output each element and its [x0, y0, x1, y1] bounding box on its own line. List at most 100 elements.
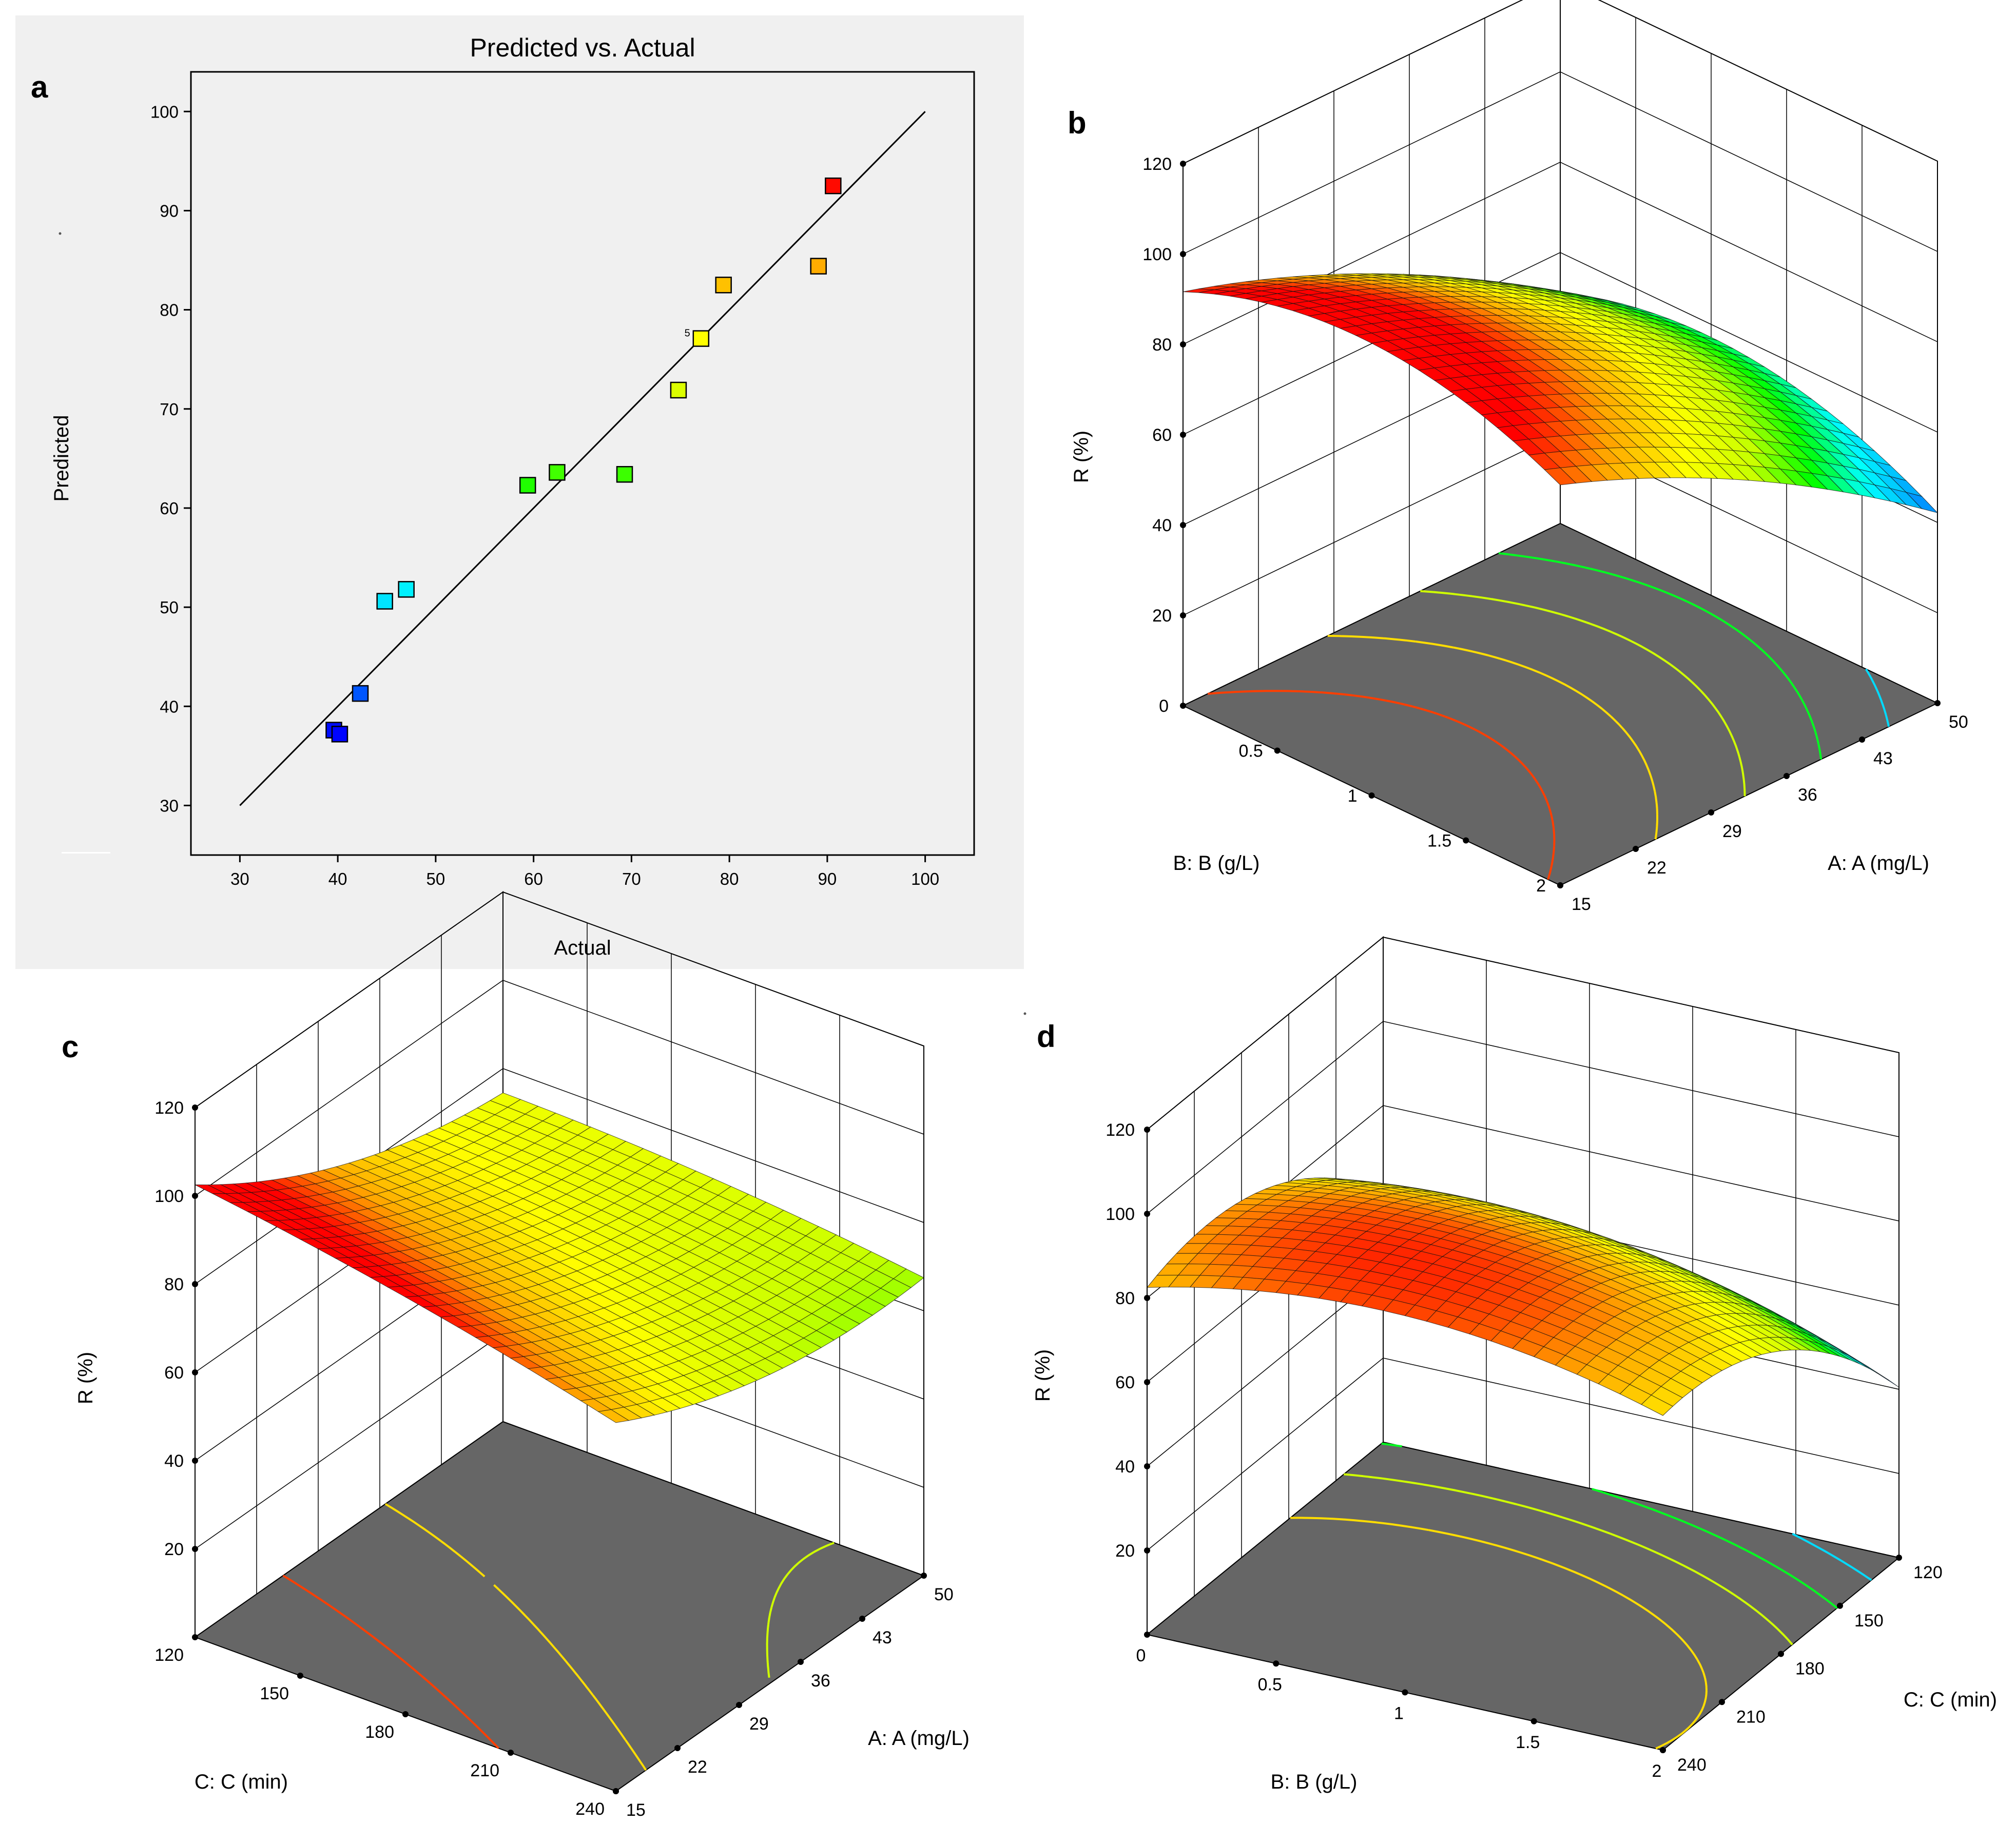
x-axis-tick-label: 43: [873, 1628, 892, 1647]
y-axis-tick-label: 1: [1348, 786, 1358, 806]
y-axis-tick-mark: [1660, 1747, 1666, 1753]
x-axis-tick-label: 120: [1913, 1563, 1943, 1582]
x-axis-tick-label: 29: [1722, 822, 1742, 841]
z-tick-label: 120: [1142, 154, 1172, 174]
panel-a-predicted-vs-actual: a Predicted vs. Actual Actual Predicted …: [15, 15, 1024, 969]
panel-a-plot-frame: [190, 71, 975, 856]
z-tick-label: 80: [1152, 335, 1172, 355]
surface-patch: [1641, 1394, 1674, 1416]
data-point: [331, 726, 348, 743]
wall-gridline: [1147, 1021, 1899, 1214]
y-axis-tick-label: 1.5: [1427, 831, 1451, 851]
y-axis-tick-mark: [1463, 837, 1469, 844]
z-tick-mark: [1180, 432, 1186, 438]
wall-gridline: [1147, 1357, 1899, 1551]
response-surface-mesh: [1146, 1177, 1899, 1416]
y-axis-title: C: C (min): [195, 1771, 288, 1793]
y-tick-label: 80: [160, 301, 179, 320]
z-tick-mark: [1144, 1463, 1150, 1469]
x-axis-tick-label: 210: [1736, 1707, 1766, 1727]
y-axis-tick-label: 0: [1136, 1646, 1146, 1665]
y-tick-label: 70: [160, 400, 179, 419]
surface-patch: [1544, 467, 1577, 486]
z-tick-mark: [1180, 251, 1186, 257]
x-axis-tick-label: 22: [1647, 858, 1666, 878]
floor-contour-line: [1381, 1442, 1838, 1609]
y-axis-tick-label: 1: [1394, 1704, 1404, 1723]
floor-contour-line: [1792, 1533, 1873, 1581]
data-point: [519, 477, 536, 494]
x-tick-label: 50: [427, 869, 445, 888]
z-tick-label: 120: [154, 1098, 184, 1118]
y-axis-tick-mark: [613, 1788, 619, 1794]
panel-c-label: c: [62, 1030, 79, 1064]
x-tick-label: 30: [230, 869, 249, 888]
z-tick-label: 20: [1115, 1541, 1135, 1561]
data-point: [549, 464, 566, 481]
x-tick-label: 80: [720, 869, 739, 888]
x-axis-tick-mark: [798, 1659, 804, 1665]
z-tick-mark: [1180, 612, 1186, 618]
y-axis-tick-label: 0.5: [1258, 1675, 1282, 1694]
y-axis-tick-mark: [1402, 1689, 1408, 1696]
y-axis-tick-label: 2: [1536, 876, 1546, 896]
floor-plane: [1146, 1441, 1901, 1751]
x-axis-title: C: C (min): [1904, 1689, 1997, 1711]
z-tick-mark: [1180, 161, 1186, 167]
panel-a-points: 5: [325, 177, 842, 743]
surface-patch: [597, 1409, 630, 1423]
x-axis-tick-mark: [1859, 736, 1865, 743]
floor-contour-line: [1865, 668, 1890, 727]
data-point: [398, 581, 415, 598]
y-axis-tick-label: 210: [470, 1761, 499, 1780]
floor-contour-line: [1420, 590, 1746, 797]
x-axis-tick-mark: [736, 1702, 742, 1708]
y-axis-tick-mark: [1273, 1660, 1280, 1667]
x-axis-tick-label: 22: [688, 1757, 707, 1777]
y-axis-tick-mark: [1180, 703, 1186, 709]
panel-a-title: Predicted vs. Actual: [470, 33, 695, 62]
x-axis-tick-mark: [1719, 1699, 1725, 1705]
z-tick-mark: [192, 1458, 198, 1464]
z-tick-label: 80: [1115, 1289, 1135, 1308]
z-tick-mark: [1144, 1211, 1150, 1217]
panel-a-legend-mark: [62, 852, 110, 854]
z-tick-label: 60: [1115, 1373, 1135, 1392]
y-tick-label: 90: [160, 201, 179, 220]
y-axis-tick-mark: [297, 1673, 303, 1679]
z-tick-mark: [1180, 522, 1186, 528]
data-point: [616, 466, 633, 483]
z-tick-label: 20: [1152, 606, 1172, 626]
y-tick-label: 30: [160, 796, 179, 815]
z-tick-mark: [192, 1193, 198, 1199]
z-axis-title: R (%): [1032, 1349, 1054, 1402]
z-tick-mark: [1144, 1127, 1150, 1133]
y-tick-label: 60: [160, 499, 179, 518]
z-tick-mark: [1144, 1295, 1150, 1301]
y-axis-tick-label: 1.5: [1516, 1733, 1540, 1752]
panel-a-y-ticks: 30 40 50 60 70 80 90 100: [150, 102, 191, 815]
z-tick-mark: [1180, 341, 1186, 347]
z-tick-label: 40: [1152, 516, 1172, 535]
z-axis-title: R (%): [74, 1352, 97, 1404]
y-axis-tick-mark: [1368, 792, 1375, 799]
y-axis-title: B: B (g/L): [1173, 852, 1260, 875]
x-tick-label: 90: [818, 869, 837, 888]
x-axis-tick-mark: [1633, 846, 1639, 852]
response-surface-mesh: [195, 1092, 924, 1423]
panel-b-label: b: [1068, 106, 1087, 140]
x-axis-tick-label: 50: [1949, 712, 1968, 732]
y-axis-tick-label: 180: [365, 1722, 394, 1742]
x-axis-tick-mark: [1896, 1555, 1902, 1561]
x-tick-label: 100: [911, 869, 939, 888]
panel-a-x-ticks: 30 40 50 60 70 80 90 100: [230, 855, 939, 888]
panel-b-surface-plot: b 20 40 60 80 100 120 15 22 29 36 43 50 0 0.5 1 1.5 2 A: …: [1068, 0, 1968, 914]
z-tick-mark: [192, 1281, 198, 1287]
z-tick-label: 60: [164, 1363, 184, 1383]
x-axis-tick-mark: [1934, 700, 1941, 706]
wall-gridline: [1147, 937, 1899, 1130]
x-axis-tick-mark: [1837, 1602, 1843, 1609]
panel-a-x-axis-label: Actual: [554, 937, 611, 959]
y-axis-tick-mark: [1557, 882, 1563, 888]
floor-contour-line: [1498, 552, 1823, 760]
